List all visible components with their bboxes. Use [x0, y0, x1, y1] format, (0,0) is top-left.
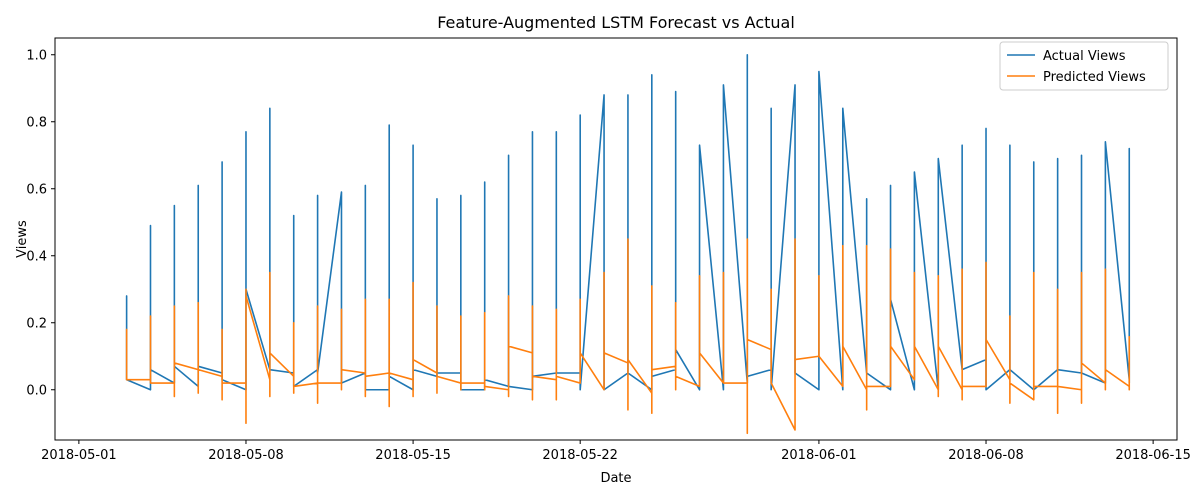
plot-area [125, 53, 1131, 435]
y-tick-label: 0.6 [26, 182, 47, 197]
legend-label-actual: Actual Views [1043, 49, 1126, 64]
x-tick-label: 2018-06-15 [1115, 448, 1191, 463]
x-tick-label: 2018-05-15 [375, 448, 451, 463]
x-tick-label: 2018-05-22 [542, 448, 618, 463]
x-tick-label: 2018-05-08 [208, 448, 284, 463]
x-tick-label: 2018-06-08 [948, 448, 1024, 463]
y-axis-title: Views [15, 220, 30, 258]
y-axis: 0.0 0.2 0.4 0.6 0.8 1.0 [26, 48, 55, 398]
x-tick-label: 2018-06-01 [781, 448, 857, 463]
series-line-1 [125, 238, 1131, 435]
plot-frame [54, 37, 1178, 441]
y-tick-label: 0.8 [26, 115, 47, 130]
y-tick-label: 0.4 [26, 249, 47, 264]
x-axis-title: Date [600, 471, 631, 486]
legend-box [999, 41, 1169, 91]
y-tick-label: 1.0 [26, 48, 47, 63]
series-layer [125, 53, 1131, 435]
y-tick-label: 0.0 [26, 383, 47, 398]
chart-title: Feature-Augmented LSTM Forecast vs Actua… [437, 13, 795, 32]
legend: Actual Views Predicted Views [999, 41, 1169, 91]
x-axis: 2018-05-01 2018-05-08 2018-05-15 2018-05-22… [41, 440, 1191, 463]
x-tick-label: 2018-05-01 [41, 448, 117, 463]
y-tick-label: 0.2 [26, 316, 47, 331]
legend-label-predicted: Predicted Views [1043, 70, 1146, 85]
